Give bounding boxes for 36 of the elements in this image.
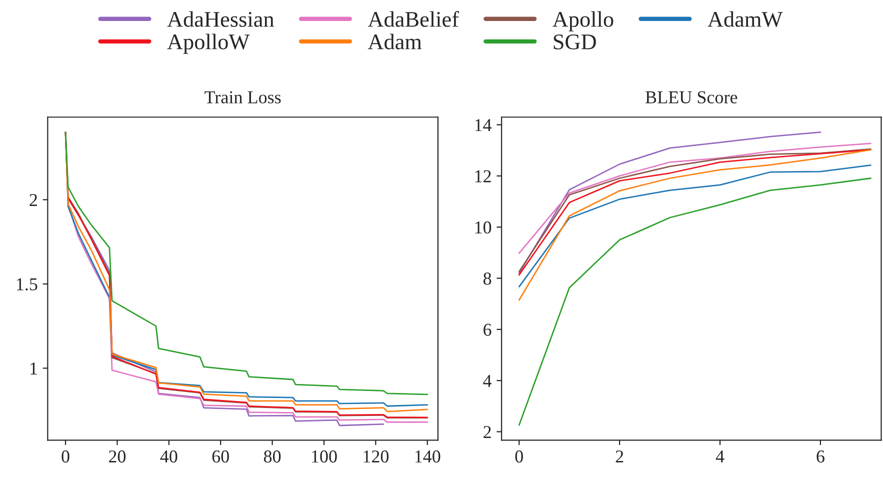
x-tick-label: 4 — [716, 450, 724, 462]
y-tick-label: 1.5 — [16, 278, 38, 290]
x-tick-label: 0 — [515, 450, 523, 463]
x-tick-label: 100 — [312, 450, 337, 463]
x-tick-label: 140 — [415, 450, 440, 463]
line-series — [518, 164, 872, 288]
x-tick-label: 40 — [160, 450, 178, 463]
legend-label: Adam — [368, 34, 422, 50]
line-series — [518, 178, 872, 426]
y-tick-label: 1 — [30, 362, 37, 374]
x-tick-label: 0 — [62, 450, 70, 463]
y-tick-label: 2 — [484, 426, 491, 438]
x-tick-label: 2 — [616, 450, 624, 462]
x-tick-label: 120 — [364, 450, 389, 463]
legend-label: AdamW — [708, 11, 783, 28]
legend-label: AdaBelief — [368, 11, 460, 27]
x-tick-label: 20 — [108, 450, 126, 463]
legend-label: Apollo — [552, 11, 614, 32]
chart-title: BLEU Score — [646, 91, 738, 104]
y-tick-label: 8 — [483, 272, 492, 285]
legend-label: SGD — [554, 34, 596, 50]
line-series — [518, 149, 872, 301]
legend-label: AdaHessian — [167, 11, 274, 27]
y-tick-label: 10 — [475, 221, 492, 234]
x-tick-label: 80 — [264, 450, 281, 463]
line-series — [518, 142, 872, 254]
x-tick-label: 6 — [816, 450, 824, 463]
y-tick-label: 4 — [483, 374, 492, 387]
x-tick-label: 60 — [212, 450, 229, 463]
y-tick-label: 14 — [475, 119, 492, 132]
chart-title: Train Loss — [204, 91, 281, 104]
y-tick-label: 2 — [30, 194, 37, 206]
line-series — [518, 132, 822, 274]
y-tick-label: 6 — [484, 324, 492, 336]
legend-label: ApolloW — [167, 34, 250, 54]
y-tick-label: 12 — [475, 170, 491, 182]
